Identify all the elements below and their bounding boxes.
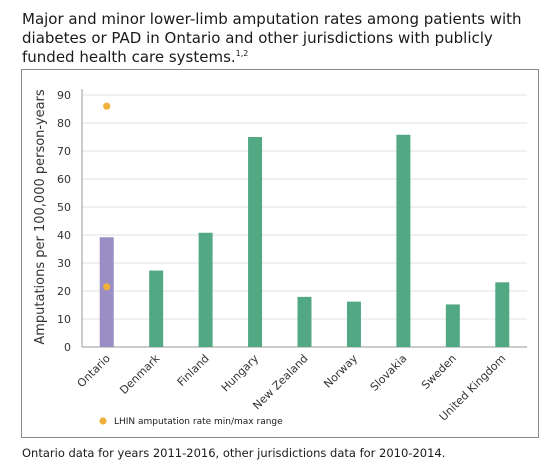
chart-title-references: 1,2 bbox=[235, 49, 249, 58]
x-tick-label: Ontario bbox=[75, 352, 113, 390]
bars bbox=[99, 134, 510, 347]
y-axis-label: Amputations per 100,000 person-years bbox=[33, 89, 48, 345]
y-tick-label: 30 bbox=[57, 257, 71, 270]
y-axis: 0 10 20 30 40 50 60 70 80 90 bbox=[57, 89, 83, 354]
y-tick-label: 70 bbox=[57, 145, 71, 158]
legend-marker bbox=[99, 417, 107, 425]
y-tick-label: 20 bbox=[57, 285, 71, 298]
chart-title-text: Major and minor lower-limb amputation ra… bbox=[22, 10, 522, 66]
y-tick-label: 90 bbox=[57, 89, 71, 102]
legend: LHIN amputation rate min/max range bbox=[99, 417, 283, 427]
y-tick-label: 10 bbox=[57, 313, 71, 326]
footnote: Ontario data for years 2011-2016, other … bbox=[22, 446, 446, 460]
y-tick-label: 0 bbox=[64, 341, 71, 354]
range-markers bbox=[103, 102, 111, 291]
y-tick-label: 80 bbox=[57, 117, 71, 130]
bar-new-zealand bbox=[297, 296, 312, 347]
x-tick-label: Sweden bbox=[419, 352, 459, 392]
bar-denmark bbox=[149, 270, 164, 347]
bar-ontario bbox=[99, 237, 114, 347]
bar-sweden bbox=[445, 304, 460, 347]
legend-label: LHIN amputation rate min/max range bbox=[114, 417, 283, 427]
y-tick-label: 60 bbox=[57, 173, 71, 186]
x-tick-label: Norway bbox=[321, 352, 360, 391]
bar-norway bbox=[346, 301, 361, 347]
bar-hungary bbox=[248, 137, 263, 347]
bar-slovakia bbox=[396, 134, 411, 347]
x-tick-label: Slovakia bbox=[368, 352, 410, 394]
bar-finland bbox=[198, 232, 213, 347]
chart-title: Major and minor lower-limb amputation ra… bbox=[22, 10, 542, 67]
y-tick-label: 40 bbox=[57, 229, 71, 242]
x-tick-label: Denmark bbox=[117, 351, 162, 396]
lhin-range-marker bbox=[103, 102, 111, 110]
x-tick-label: Hungary bbox=[219, 352, 262, 395]
bar-chart: 0 10 20 30 40 50 60 70 80 90 Ontario Denmark Finlan… bbox=[33, 89, 527, 427]
chart-panel: 0 10 20 30 40 50 60 70 80 90 Ontario Denmark Finlan… bbox=[21, 69, 539, 438]
y-tick-label: 50 bbox=[57, 201, 71, 214]
x-tick-label: Finland bbox=[175, 352, 212, 389]
lhin-range-marker bbox=[103, 283, 111, 291]
bar-united-kingdom bbox=[495, 282, 510, 347]
